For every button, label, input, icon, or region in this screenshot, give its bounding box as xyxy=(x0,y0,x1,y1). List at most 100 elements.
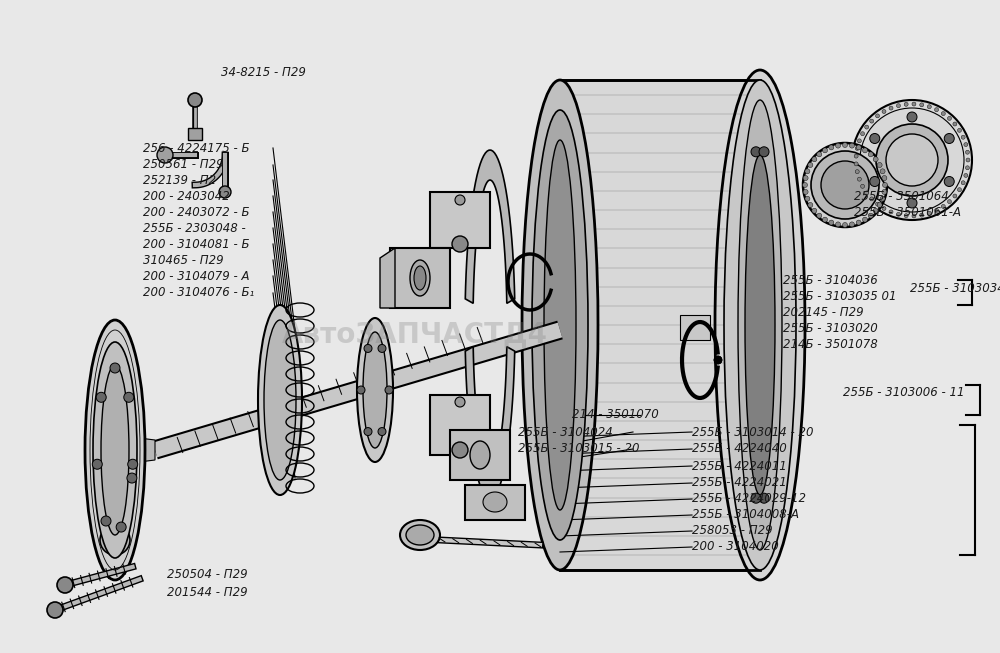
Ellipse shape xyxy=(264,320,296,480)
Ellipse shape xyxy=(452,442,468,458)
Ellipse shape xyxy=(100,525,130,555)
Text: 256 - 4224175 - Б: 256 - 4224175 - Б xyxy=(143,142,250,155)
Ellipse shape xyxy=(803,176,808,180)
Ellipse shape xyxy=(941,112,945,116)
Ellipse shape xyxy=(861,132,865,136)
Ellipse shape xyxy=(805,196,810,201)
Ellipse shape xyxy=(455,397,465,407)
Ellipse shape xyxy=(363,332,387,448)
Ellipse shape xyxy=(759,147,769,157)
Ellipse shape xyxy=(759,493,769,503)
Ellipse shape xyxy=(116,522,126,532)
Ellipse shape xyxy=(808,202,813,208)
Ellipse shape xyxy=(157,147,173,163)
Ellipse shape xyxy=(812,157,817,162)
Ellipse shape xyxy=(957,187,961,192)
Text: 255Б - 3103034: 255Б - 3103034 xyxy=(910,281,1000,295)
Ellipse shape xyxy=(829,145,834,150)
Ellipse shape xyxy=(101,516,111,526)
Ellipse shape xyxy=(357,386,365,394)
Polygon shape xyxy=(390,248,450,308)
Polygon shape xyxy=(560,80,760,570)
Ellipse shape xyxy=(714,356,722,364)
Ellipse shape xyxy=(957,129,961,133)
Text: 214Б - 3501078: 214Б - 3501078 xyxy=(783,338,878,351)
Text: 255Б - 4224040: 255Б - 4224040 xyxy=(692,443,787,456)
Text: 200 - 3104079 - A: 200 - 3104079 - A xyxy=(143,270,250,283)
Ellipse shape xyxy=(861,184,865,188)
Ellipse shape xyxy=(862,217,868,222)
Ellipse shape xyxy=(966,158,970,162)
Text: 250561 - П29: 250561 - П29 xyxy=(143,159,224,172)
Ellipse shape xyxy=(357,318,393,462)
Ellipse shape xyxy=(47,602,63,618)
Ellipse shape xyxy=(455,195,465,205)
Polygon shape xyxy=(188,128,202,140)
Ellipse shape xyxy=(865,191,869,195)
Ellipse shape xyxy=(856,220,861,225)
Ellipse shape xyxy=(880,196,885,201)
Ellipse shape xyxy=(544,140,576,510)
Ellipse shape xyxy=(877,202,882,208)
Ellipse shape xyxy=(110,363,120,373)
Ellipse shape xyxy=(522,80,598,570)
Text: 252139 - П2: 252139 - П2 xyxy=(143,174,216,187)
Ellipse shape xyxy=(920,213,924,217)
Text: 258053 - П29: 258053 - П29 xyxy=(692,524,773,537)
Ellipse shape xyxy=(836,143,841,148)
Text: 255Б - 3501064: 255Б - 3501064 xyxy=(854,189,949,202)
Ellipse shape xyxy=(964,142,968,146)
Ellipse shape xyxy=(93,342,137,558)
Ellipse shape xyxy=(904,103,908,106)
Ellipse shape xyxy=(127,473,137,483)
Text: 255Б - 3501061-A: 255Б - 3501061-A xyxy=(854,206,961,219)
Ellipse shape xyxy=(889,210,893,214)
Text: 255Б - 3104024: 255Б - 3104024 xyxy=(518,426,613,439)
Ellipse shape xyxy=(842,223,848,227)
Text: 200 - 3104020: 200 - 3104020 xyxy=(692,541,779,554)
Ellipse shape xyxy=(836,222,841,227)
Text: 255Б - 4224021: 255Б - 4224021 xyxy=(692,477,787,490)
Ellipse shape xyxy=(849,143,854,148)
Ellipse shape xyxy=(745,155,775,495)
Ellipse shape xyxy=(935,208,939,212)
Polygon shape xyxy=(885,145,912,175)
Ellipse shape xyxy=(406,525,434,545)
Ellipse shape xyxy=(907,112,917,122)
Ellipse shape xyxy=(862,148,868,153)
Ellipse shape xyxy=(965,150,969,154)
Ellipse shape xyxy=(128,459,138,470)
Text: 255Б - 4224011: 255Б - 4224011 xyxy=(692,460,787,473)
Ellipse shape xyxy=(378,344,386,353)
Ellipse shape xyxy=(822,148,828,153)
Text: 255Б - 3103035 01: 255Б - 3103035 01 xyxy=(783,289,896,302)
Ellipse shape xyxy=(870,197,874,201)
Text: 255Б - 3103006 - 11: 255Б - 3103006 - 11 xyxy=(843,387,964,400)
Ellipse shape xyxy=(886,134,938,186)
Ellipse shape xyxy=(870,176,880,187)
Ellipse shape xyxy=(961,181,965,185)
Polygon shape xyxy=(465,150,515,304)
Ellipse shape xyxy=(927,212,931,215)
Polygon shape xyxy=(465,347,515,500)
Ellipse shape xyxy=(876,202,880,206)
Ellipse shape xyxy=(849,222,854,227)
Ellipse shape xyxy=(802,182,808,187)
Ellipse shape xyxy=(385,386,393,394)
Ellipse shape xyxy=(803,143,887,227)
Ellipse shape xyxy=(400,520,440,550)
Ellipse shape xyxy=(258,305,302,495)
Ellipse shape xyxy=(953,122,957,126)
Ellipse shape xyxy=(907,198,917,208)
Text: 255Б - 3103014 - 20: 255Б - 3103014 - 20 xyxy=(692,426,814,439)
Ellipse shape xyxy=(96,392,106,402)
Ellipse shape xyxy=(953,194,957,198)
Ellipse shape xyxy=(873,208,878,214)
Text: 200 - 2403072 - Б: 200 - 2403072 - Б xyxy=(143,206,250,219)
Ellipse shape xyxy=(927,104,931,109)
Ellipse shape xyxy=(724,80,796,570)
Ellipse shape xyxy=(188,93,202,107)
Ellipse shape xyxy=(920,103,924,107)
Ellipse shape xyxy=(965,166,969,170)
Ellipse shape xyxy=(842,142,848,148)
